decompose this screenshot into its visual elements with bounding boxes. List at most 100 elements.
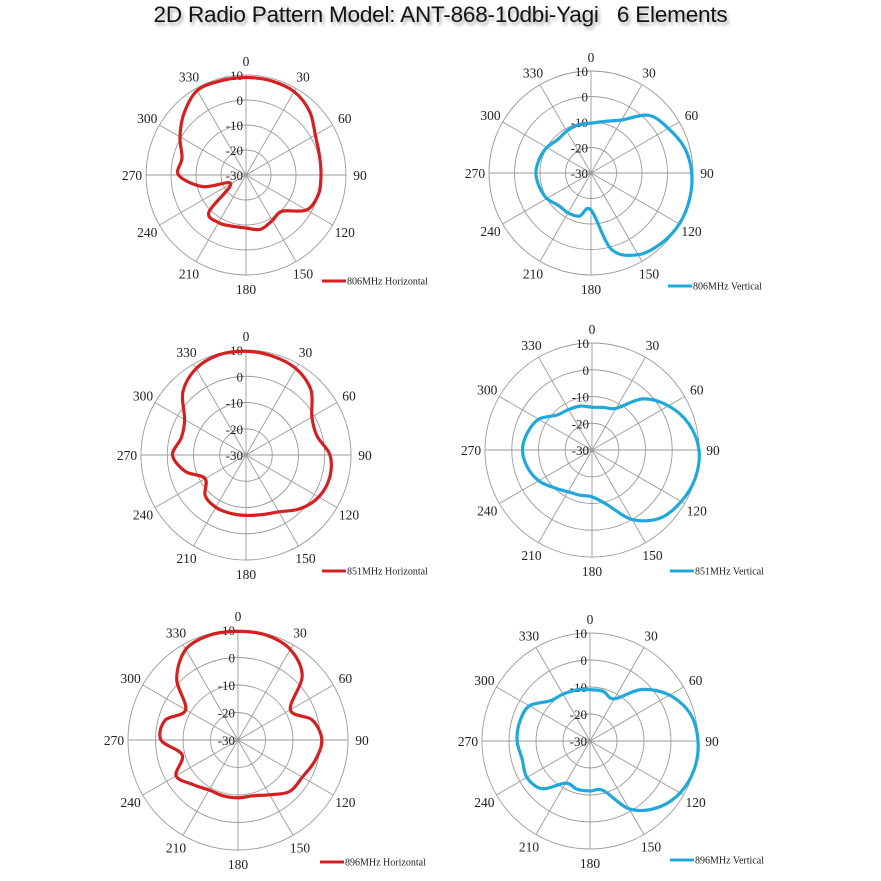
angle-tick-label: 150 bbox=[290, 840, 311, 855]
angle-tick-label: 210 bbox=[176, 551, 197, 566]
grid-spoke bbox=[539, 84, 592, 174]
grid-spoke bbox=[154, 402, 247, 456]
angle-tick-label: 270 bbox=[122, 168, 143, 183]
angle-tick-label: 90 bbox=[353, 168, 367, 183]
radial-tick-label: -30 bbox=[571, 166, 588, 181]
angle-tick-label: 210 bbox=[166, 840, 187, 855]
angle-tick-label: 270 bbox=[104, 733, 125, 748]
angle-tick-label: 300 bbox=[480, 108, 501, 123]
radial-tick-label: -10 bbox=[570, 680, 587, 695]
polar-grid bbox=[481, 632, 699, 850]
grid-spoke bbox=[237, 739, 294, 836]
angle-tick-label: 90 bbox=[355, 733, 369, 748]
grid-spoke bbox=[245, 454, 299, 547]
pattern-trace bbox=[175, 75, 323, 232]
grid-spoke bbox=[154, 454, 247, 508]
radial-tick-label: -20 bbox=[226, 422, 243, 437]
angle-tick-label: 210 bbox=[523, 266, 544, 281]
angle-tick-label: 300 bbox=[133, 389, 154, 404]
angle-tick-label: 0 bbox=[588, 50, 595, 65]
grid-spoke bbox=[591, 357, 646, 451]
grid-spoke bbox=[538, 449, 593, 543]
radial-tick-label: 0 bbox=[581, 653, 588, 668]
grid-spoke bbox=[245, 88, 297, 176]
radial-tick-label: -20 bbox=[218, 706, 235, 721]
angle-tick-label: 30 bbox=[299, 345, 313, 360]
radial-tick-label: -30 bbox=[218, 733, 235, 748]
angle-tick-label: 120 bbox=[339, 508, 360, 523]
grid-spoke bbox=[195, 88, 247, 176]
radial-tick-label: -20 bbox=[571, 141, 588, 156]
pattern-trace bbox=[520, 397, 701, 523]
angle-tick-label: 60 bbox=[342, 389, 356, 404]
angle-tick-label: 60 bbox=[338, 111, 352, 126]
grid-spoke bbox=[535, 740, 591, 835]
legend-label: 806MHz Vertical bbox=[693, 282, 762, 293]
angle-tick-label: 120 bbox=[681, 224, 702, 239]
legend-label: 851MHz Vertical bbox=[695, 567, 764, 578]
radial-tick-label: -30 bbox=[570, 734, 587, 749]
grid-spoke bbox=[245, 124, 333, 176]
grid-spoke bbox=[245, 174, 297, 262]
grid-spoke bbox=[237, 739, 334, 796]
grid-spoke bbox=[496, 740, 591, 796]
polar-grid bbox=[140, 349, 352, 561]
grid-spoke bbox=[590, 172, 643, 262]
radial-tick-label: -10 bbox=[218, 678, 235, 693]
angle-tick-label: 120 bbox=[687, 504, 708, 519]
grid-spoke bbox=[496, 686, 591, 742]
angle-tick-label: 240 bbox=[137, 225, 158, 240]
grid-spoke bbox=[195, 174, 247, 262]
radial-tick-label: 0 bbox=[229, 651, 236, 666]
radial-tick-label: -20 bbox=[570, 707, 587, 722]
legend: 851MHz Horizontal bbox=[322, 567, 428, 578]
angle-tick-label: 180 bbox=[236, 567, 257, 582]
angle-tick-label: 150 bbox=[642, 548, 663, 563]
legend: 896MHz Vertical bbox=[670, 856, 764, 867]
angle-tick-label: 90 bbox=[700, 166, 714, 181]
radial-tick-label: 0 bbox=[237, 93, 244, 108]
grid-spoke bbox=[245, 454, 338, 508]
angle-tick-label: 210 bbox=[179, 267, 200, 282]
grid-spoke bbox=[245, 174, 333, 226]
grid-spoke bbox=[142, 684, 239, 741]
grid-spoke bbox=[245, 402, 338, 456]
angle-tick-label: 330 bbox=[176, 345, 197, 360]
angle-tick-label: 180 bbox=[228, 857, 249, 872]
radial-tick-label: -30 bbox=[572, 443, 589, 458]
radial-tick-label: -10 bbox=[226, 118, 243, 133]
angle-tick-label: 180 bbox=[581, 282, 602, 297]
grid-spoke bbox=[590, 84, 643, 174]
grid-spoke bbox=[499, 449, 593, 504]
legend-label: 806MHz Horizontal bbox=[347, 277, 428, 288]
angle-tick-label: 270 bbox=[465, 166, 486, 181]
grid-spoke bbox=[182, 644, 239, 741]
angle-tick-label: 300 bbox=[477, 383, 498, 398]
angle-tick-label: 330 bbox=[166, 626, 187, 641]
radial-tick-label: -30 bbox=[226, 448, 243, 463]
radial-tick-label: 0 bbox=[582, 90, 589, 105]
angle-tick-label: 90 bbox=[705, 734, 719, 749]
legend: 806MHz Vertical bbox=[668, 282, 762, 293]
grid-spoke bbox=[538, 357, 593, 451]
legend-label: 896MHz Vertical bbox=[695, 856, 764, 867]
grid-spoke bbox=[589, 740, 645, 835]
radial-tick-label: 0 bbox=[583, 363, 590, 378]
grid-spoke bbox=[589, 740, 684, 796]
angle-tick-label: 0 bbox=[589, 322, 596, 337]
grid-spoke bbox=[589, 647, 645, 742]
pattern-trace bbox=[158, 629, 324, 800]
angle-tick-label: 180 bbox=[236, 282, 257, 297]
angle-tick-label: 150 bbox=[641, 840, 662, 855]
angle-tick-label: 120 bbox=[686, 795, 707, 810]
angle-tick-label: 30 bbox=[642, 66, 656, 81]
angle-tick-label: 90 bbox=[706, 443, 720, 458]
angle-tick-label: 60 bbox=[339, 671, 353, 686]
angle-tick-label: 300 bbox=[120, 671, 141, 686]
grid-spoke bbox=[142, 739, 239, 796]
grid-spoke bbox=[591, 449, 646, 543]
angle-tick-label: 150 bbox=[293, 267, 314, 282]
grid-spoke bbox=[590, 172, 680, 225]
